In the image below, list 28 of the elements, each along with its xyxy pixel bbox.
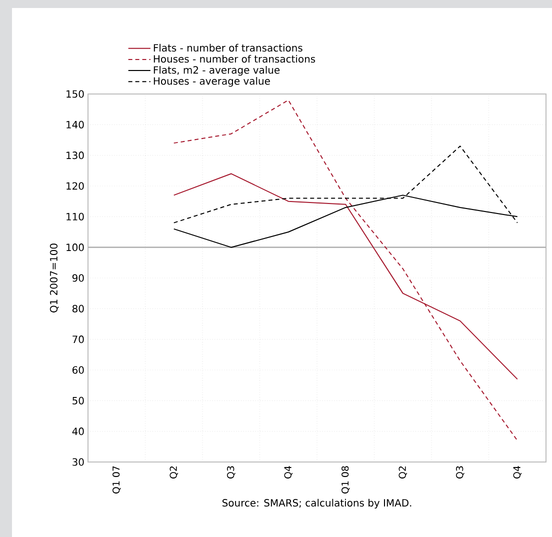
line-series xyxy=(173,100,518,442)
x-tick-label: Q2 xyxy=(398,466,407,478)
y-tick-label: 110 xyxy=(66,212,84,220)
x-tick-label: Q4 xyxy=(513,466,522,478)
x-tick-label: Q4 xyxy=(284,466,292,478)
y-tick-label: 140 xyxy=(66,120,84,128)
x-tick-label: Q3 xyxy=(227,466,236,478)
y-tick-label: 30 xyxy=(72,458,84,466)
legend-label: Houses - average value xyxy=(154,77,270,87)
y-tick-label: 50 xyxy=(72,396,84,404)
y-tick-label: 40 xyxy=(72,428,84,436)
x-tick-label: Q3 xyxy=(456,466,464,478)
y-tick-label: 90 xyxy=(72,274,84,282)
y-tick-label: 80 xyxy=(72,304,84,312)
x-tick-label: Q2 xyxy=(170,466,178,478)
y-tick-label: 150 xyxy=(66,90,84,98)
source-note: Source: SMARS; calculations by IMAD. xyxy=(222,498,412,509)
legend-label: Houses - number of transactions xyxy=(154,54,316,63)
y-tick-label: 100 xyxy=(66,244,84,252)
y-tick-label: 60 xyxy=(72,366,84,374)
legend-label: Flats - number of transactions xyxy=(154,44,302,52)
y-tick-label: 120 xyxy=(66,182,84,190)
y-tick-label: 70 xyxy=(72,336,84,344)
y-axis-title: Q1 2007=100 xyxy=(50,244,59,312)
x-tick-label: Q1 07 xyxy=(112,466,121,494)
x-tick-label: Q1 08 xyxy=(342,466,350,494)
legend-label: Flats, m2 - average value xyxy=(154,66,280,76)
y-tick-label: 130 xyxy=(66,152,84,160)
